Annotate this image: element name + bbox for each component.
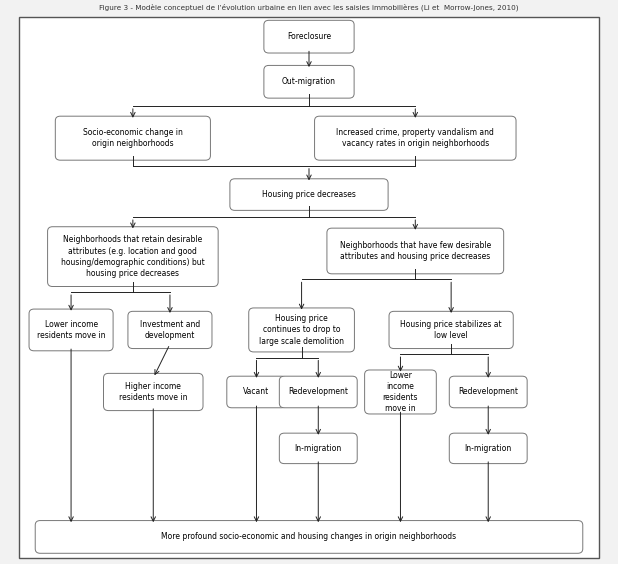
FancyBboxPatch shape (389, 311, 514, 349)
FancyBboxPatch shape (227, 376, 286, 408)
Text: More profound socio-economic and housing changes in origin neighborhoods: More profound socio-economic and housing… (161, 532, 457, 541)
Text: Housing price stabilizes at
low level: Housing price stabilizes at low level (400, 320, 502, 340)
FancyBboxPatch shape (29, 309, 113, 351)
Text: Figure 3 - Modèle conceptuel de l’évolution urbaine en lien avec les saisies imm: Figure 3 - Modèle conceptuel de l’évolut… (99, 4, 519, 11)
Text: Increased crime, property vandalism and
vacancy rates in origin neighborhoods: Increased crime, property vandalism and … (336, 128, 494, 148)
FancyBboxPatch shape (48, 227, 218, 287)
Text: Lower income
residents move in: Lower income residents move in (37, 320, 105, 340)
FancyBboxPatch shape (315, 116, 516, 160)
FancyBboxPatch shape (449, 376, 527, 408)
Text: Vacant: Vacant (243, 387, 269, 396)
Text: Out-migration: Out-migration (282, 77, 336, 86)
FancyBboxPatch shape (35, 521, 583, 553)
Text: Housing price
continues to drop to
large scale demolition: Housing price continues to drop to large… (259, 314, 344, 346)
Text: Redevelopment: Redevelopment (288, 387, 349, 396)
FancyBboxPatch shape (264, 65, 354, 98)
Text: Foreclosure: Foreclosure (287, 32, 331, 41)
FancyBboxPatch shape (230, 179, 388, 210)
FancyBboxPatch shape (19, 17, 599, 558)
Text: Housing price decreases: Housing price decreases (262, 190, 356, 199)
FancyBboxPatch shape (128, 311, 212, 349)
Text: Lower
income
residents
move in: Lower income residents move in (383, 371, 418, 413)
FancyBboxPatch shape (264, 20, 354, 53)
FancyBboxPatch shape (56, 116, 210, 160)
FancyBboxPatch shape (327, 228, 504, 274)
FancyBboxPatch shape (279, 376, 357, 408)
Text: Investment and
development: Investment and development (140, 320, 200, 340)
Text: In-migration: In-migration (295, 444, 342, 453)
FancyBboxPatch shape (248, 308, 354, 352)
Text: Socio-economic change in
origin neighborhoods: Socio-economic change in origin neighbor… (83, 128, 183, 148)
FancyBboxPatch shape (365, 370, 436, 414)
Text: Neighborhoods that retain desirable
attributes (e.g. location and good
housing/d: Neighborhoods that retain desirable attr… (61, 236, 205, 277)
Text: Redevelopment: Redevelopment (458, 387, 519, 396)
Text: In-migration: In-migration (465, 444, 512, 453)
Text: Higher income
residents move in: Higher income residents move in (119, 382, 187, 402)
FancyBboxPatch shape (279, 433, 357, 464)
FancyBboxPatch shape (449, 433, 527, 464)
Text: Neighborhoods that have few desirable
attributes and housing price decreases: Neighborhoods that have few desirable at… (340, 241, 491, 261)
FancyBboxPatch shape (103, 373, 203, 411)
